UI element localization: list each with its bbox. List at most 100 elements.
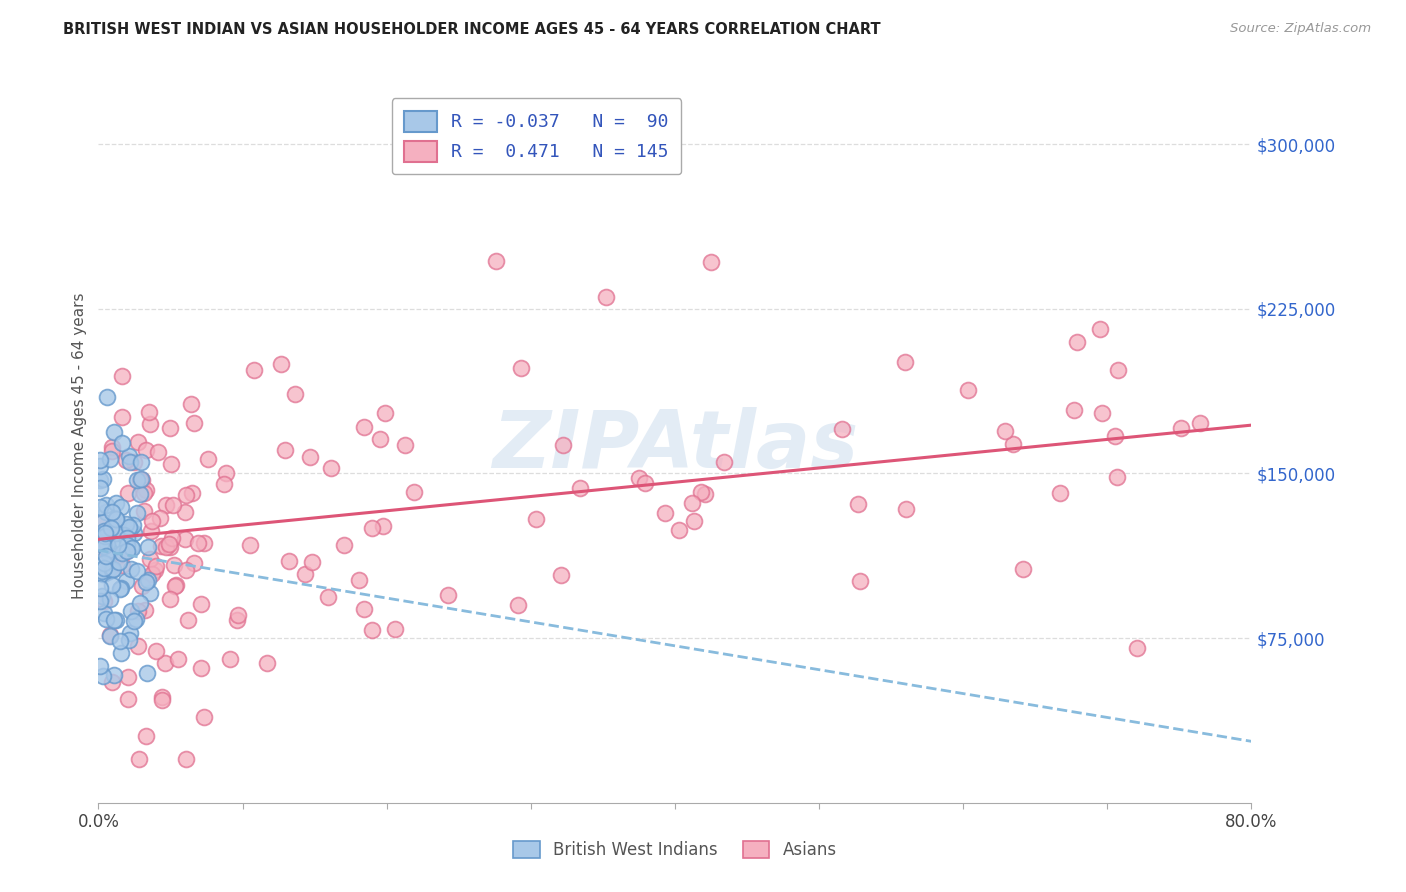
Point: [197, 452, 219, 467]
Point: [360, 521, 382, 535]
Point: [849, 574, 872, 588]
Point: [90, 564, 112, 578]
Point: [695, 486, 717, 500]
Point: [174, 505, 197, 519]
Point: [111, 410, 134, 425]
Point: [91, 589, 114, 603]
Point: [93, 556, 115, 570]
Point: [129, 473, 152, 487]
Point: [159, 457, 181, 471]
Point: [1066, 335, 1088, 350]
Point: [127, 473, 149, 487]
Point: [159, 540, 181, 554]
Point: [121, 518, 143, 533]
Point: [1126, 641, 1149, 656]
Point: [183, 556, 205, 570]
Point: [94, 612, 117, 626]
Point: [98, 451, 121, 466]
Point: [174, 752, 197, 766]
Point: [243, 363, 266, 377]
Point: [93, 606, 115, 620]
Point: [117, 486, 139, 500]
Point: [96, 390, 118, 404]
Point: [319, 461, 342, 475]
Point: [101, 440, 124, 454]
Point: [131, 473, 153, 487]
Point: [524, 511, 547, 525]
Point: [284, 387, 307, 401]
Point: [104, 496, 127, 510]
Point: [110, 558, 132, 573]
Point: [150, 690, 173, 705]
Point: [127, 604, 149, 618]
Point: [90, 535, 112, 549]
Point: [294, 567, 316, 582]
Point: [165, 578, 187, 592]
Point: [101, 444, 124, 458]
Point: [91, 567, 114, 582]
Point: [146, 445, 169, 459]
Point: [1012, 562, 1035, 576]
Point: [846, 497, 869, 511]
Point: [120, 604, 142, 618]
Point: [129, 455, 152, 469]
Point: [89, 659, 111, 673]
Text: Source: ZipAtlas.com: Source: ZipAtlas.com: [1230, 22, 1371, 36]
Legend: British West Indians, Asians: British West Indians, Asians: [506, 834, 844, 866]
Point: [105, 512, 128, 526]
Point: [333, 538, 356, 552]
Point: [111, 369, 134, 384]
Point: [94, 525, 117, 540]
Point: [1063, 403, 1085, 417]
Point: [278, 554, 301, 568]
Point: [107, 549, 129, 563]
Point: [110, 633, 132, 648]
Point: [89, 473, 111, 487]
Point: [138, 417, 160, 432]
Point: [103, 425, 125, 440]
Point: [114, 517, 136, 532]
Point: [1189, 416, 1212, 430]
Point: [105, 613, 128, 627]
Point: [690, 484, 713, 499]
Point: [187, 536, 209, 550]
Point: [509, 360, 531, 375]
Point: [115, 574, 138, 589]
Point: [136, 541, 159, 555]
Point: [957, 383, 980, 397]
Point: [274, 442, 297, 457]
Point: [226, 608, 249, 623]
Point: [163, 558, 186, 573]
Point: [713, 455, 735, 469]
Point: [134, 603, 156, 617]
Point: [141, 514, 163, 528]
Point: [96, 566, 118, 580]
Point: [98, 629, 121, 643]
Point: [117, 691, 139, 706]
Point: [100, 505, 122, 519]
Point: [394, 438, 416, 452]
Point: [347, 573, 370, 587]
Point: [174, 532, 197, 546]
Point: [1104, 429, 1126, 443]
Point: [122, 455, 145, 469]
Point: [128, 596, 150, 610]
Point: [103, 562, 125, 576]
Point: [831, 422, 853, 436]
Point: [1049, 486, 1071, 500]
Point: [115, 531, 138, 545]
Point: [117, 543, 139, 558]
Point: [681, 496, 703, 510]
Point: [117, 520, 139, 534]
Point: [193, 536, 215, 550]
Point: [103, 613, 125, 627]
Point: [436, 588, 458, 602]
Point: [98, 543, 121, 558]
Point: [118, 450, 141, 464]
Point: [153, 656, 176, 670]
Point: [132, 504, 155, 518]
Point: [135, 442, 157, 457]
Point: [89, 500, 111, 515]
Point: [89, 581, 111, 595]
Point: [149, 539, 172, 553]
